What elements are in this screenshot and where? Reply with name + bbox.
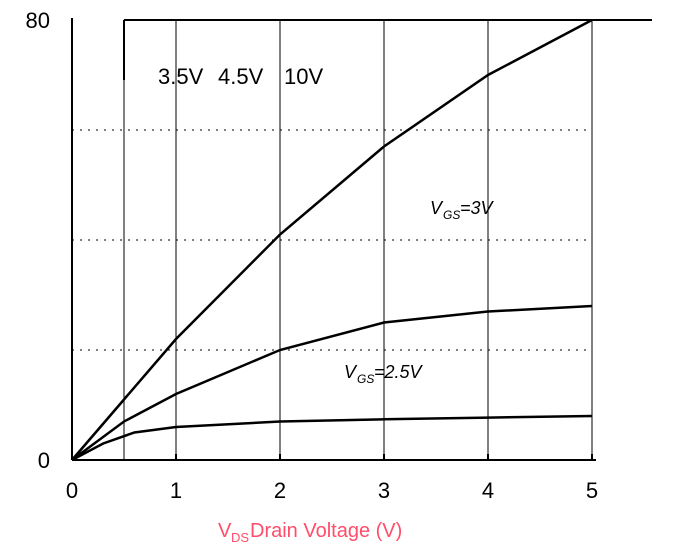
- x-tick-label-1: 1: [170, 478, 182, 503]
- series-line-3.5v: [71, 414, 593, 462]
- annotation-gs-2: GS: [357, 372, 374, 386]
- curve-label-4.5v: 4.5V: [218, 64, 264, 89]
- x-axis-title-sub: DS: [231, 530, 249, 545]
- x-tick-label-2: 2: [274, 478, 286, 503]
- x-axis-title-rest: Drain Voltage (V): [250, 520, 402, 542]
- annotation-vgs-2.5v: V GS =2.5V: [344, 362, 424, 386]
- y-tick-label-80: 80: [26, 8, 50, 33]
- series-line-4.5v: [71, 304, 593, 462]
- x-tick-label-4: 4: [482, 478, 494, 503]
- y-tick-label-0: 0: [38, 448, 50, 473]
- curve-label-3.5v: 3.5V: [158, 64, 204, 89]
- x-axis-title: V DS Drain Voltage (V): [218, 520, 402, 545]
- curve-label-10v: 10V: [284, 64, 323, 89]
- annotation-value: =3V: [460, 198, 495, 218]
- x-tick-label-5: 5: [586, 478, 598, 503]
- annotation-v: V: [430, 198, 444, 218]
- x-axis-title-v: V: [218, 520, 232, 542]
- annotation-vgs-3v: V GS =3V: [430, 198, 495, 222]
- series-line-10v: [71, 18, 593, 461]
- annotation-value-2: =2.5V: [374, 362, 424, 382]
- annotation-v-2: V: [344, 362, 358, 382]
- grid: [72, 20, 593, 460]
- series-group: [71, 18, 593, 462]
- x-tick-label-3: 3: [378, 478, 390, 503]
- tick-labels: 0 1 2 3 4 5 0 80: [26, 8, 599, 503]
- x-tick-label-0: 0: [66, 478, 78, 503]
- annotation-gs: GS: [443, 208, 460, 222]
